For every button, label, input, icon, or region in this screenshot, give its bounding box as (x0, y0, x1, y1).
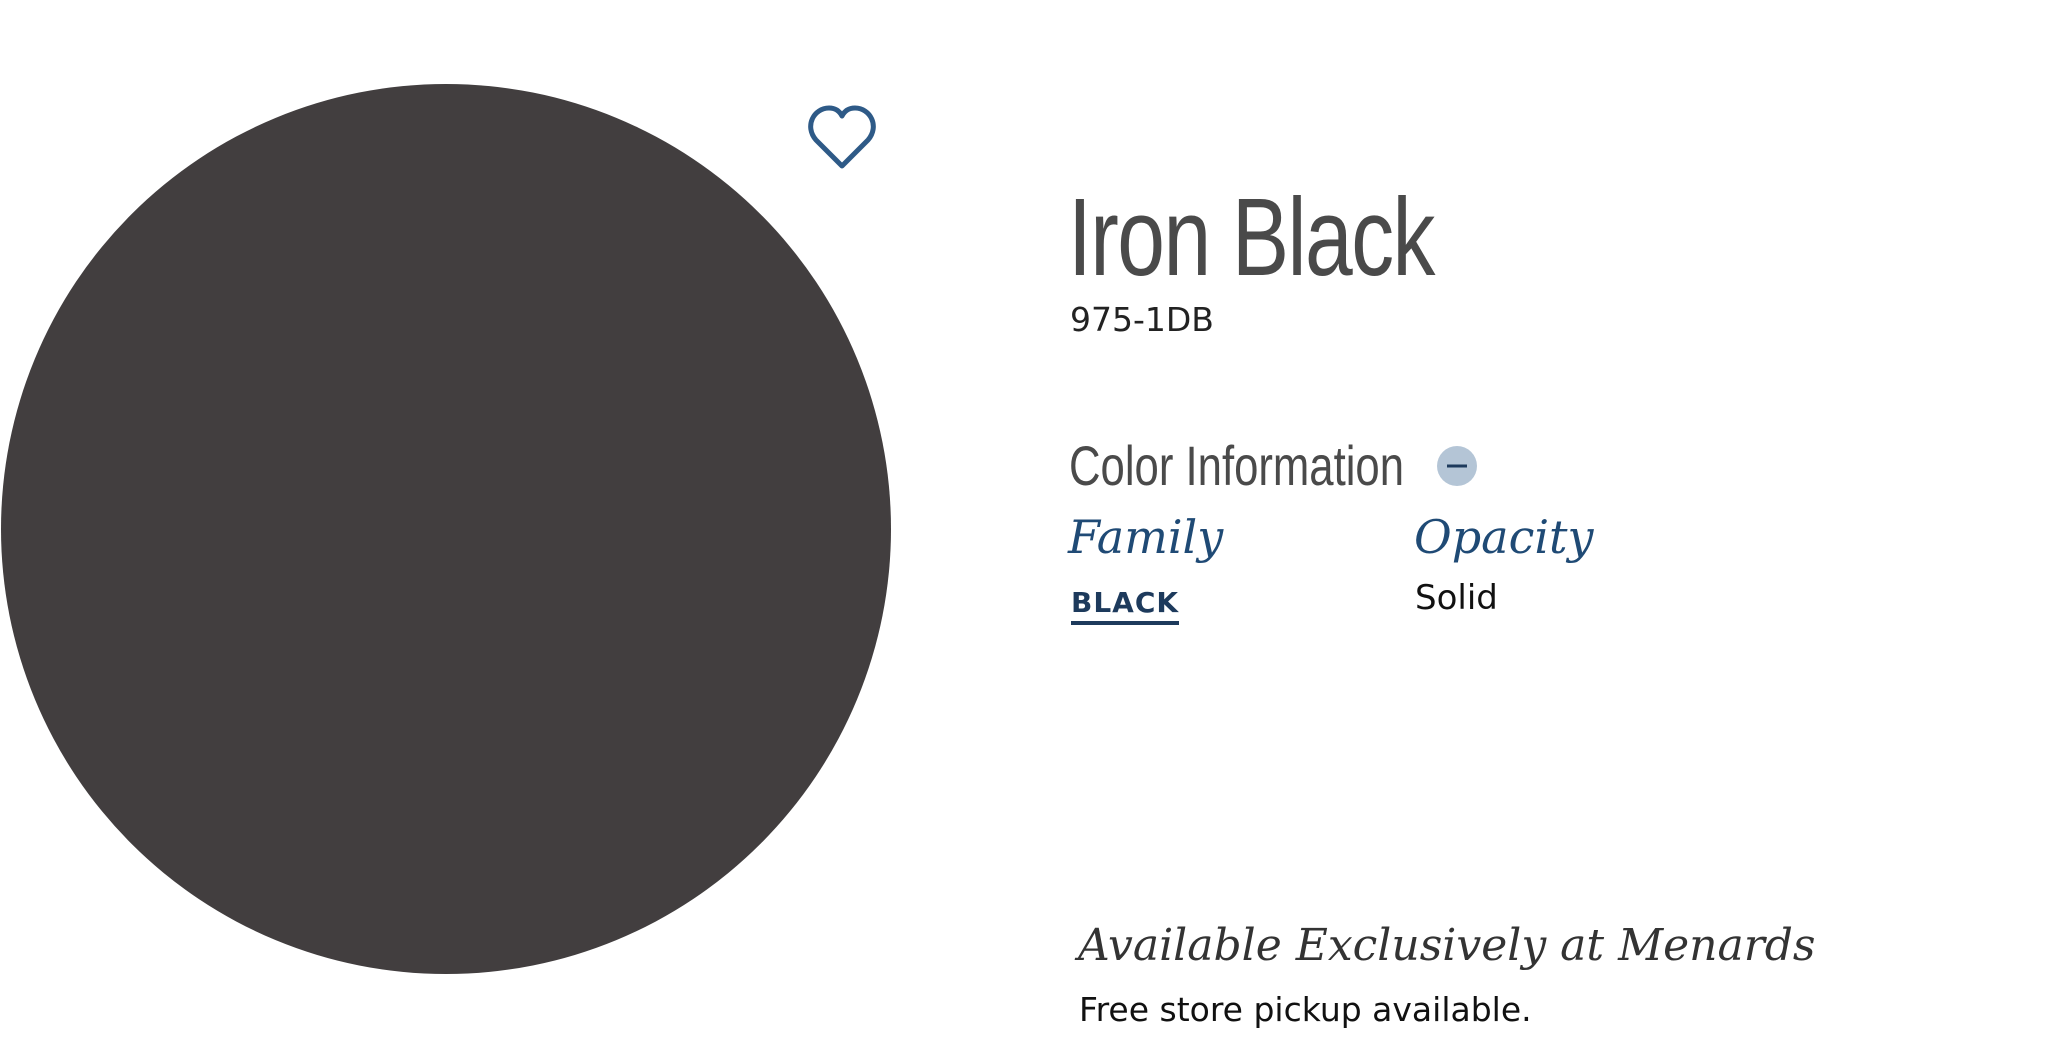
availability-heading: Available Exclusively at Menards (1078, 920, 1816, 971)
swatch-area (1, 84, 891, 974)
availability-note: Free store pickup available. (1079, 990, 1532, 1029)
opacity-label: Opacity (1414, 510, 1594, 564)
family-label: Family (1068, 510, 1224, 564)
section-heading: Color Information (1069, 434, 1405, 497)
product-title: Iron Black (1068, 176, 1435, 299)
product-code: 975-1DB (1070, 300, 1214, 339)
color-swatch (1, 84, 891, 974)
opacity-value: Solid (1415, 578, 1498, 618)
collapse-button[interactable] (1436, 445, 1478, 487)
heart-icon (808, 105, 876, 169)
family-link[interactable]: BLACK (1071, 586, 1180, 625)
favorite-button[interactable] (808, 105, 876, 169)
